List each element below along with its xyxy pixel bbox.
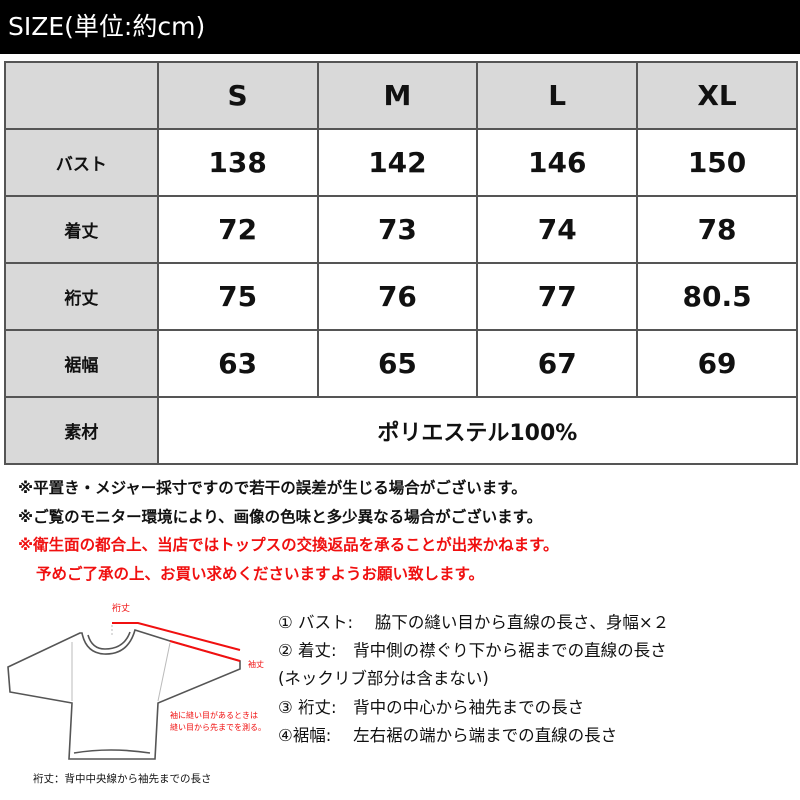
size-table: S M L XL バスト 138 142 146 150 着丈 72 73 74… [4,61,799,465]
legend-item: ③ 裄丈: 背中の中心から袖先までの長さ [278,697,585,717]
label-sode: 袖丈 [248,659,264,669]
cell: 77 [476,262,639,331]
cell: 63 [156,329,319,398]
cell: 69 [636,329,798,398]
row-label: バスト [4,128,159,197]
cell: 146 [476,128,639,197]
row-label: 素材 [4,396,159,465]
collar [87,631,131,650]
cell: 67 [476,329,639,398]
diagram-note: 袖に縫い目があるときは [170,710,258,720]
diagram-caption: 裄丈：背中中央線から袖先までの長さ [33,773,212,785]
note-warning: ※衛生面の都合上、当店ではトップスの交換返品を承ることが出来かねます。 [18,536,559,554]
cell: 142 [316,128,479,197]
row-label: 着丈 [4,195,159,264]
notes: ※平置き・メジャー採寸ですので若干の誤差が生じる場合がございます。 ※ご覧のモニ… [18,474,559,588]
cell: 72 [156,195,319,264]
table-row: バスト 138 142 146 150 [4,128,798,197]
corner-cell [4,61,159,130]
size-header: L [476,61,639,130]
legend-item: ② 着丈: 背中側の襟ぐり下から裾までの直線の長さ [278,641,667,661]
material-row: 素材 ポリエステル100% [4,396,799,465]
cell: 76 [316,262,479,331]
cell: 80.5 [636,262,798,331]
row-label: 裾幅 [4,329,159,398]
yuki-measure-line [112,622,241,651]
diagram-note: 縫い目から先までを測る。 [170,722,266,732]
size-title: SIZE(単位:約cm) [0,0,800,54]
legend-item: (ネックリブ部分は含まない) [278,669,489,689]
table-row: 裾幅 63 65 67 69 [4,329,798,398]
size-header: XL [636,61,798,130]
note: ※平置き・メジャー採寸ですので若干の誤差が生じる場合がございます。 [18,479,527,497]
measurement-legend: ① バスト: 脇下の縫い目から直線の長さ、身幅×２ ② 着丈: 背中側の襟ぐり下… [278,609,669,750]
cell: 138 [156,128,319,197]
note-warning: 予めご了承の上、お買い求めくださいますようお願い致します。 [36,564,484,583]
sode-measure-line [169,640,241,662]
sweater-diagram: 裄丈 袖丈 袖に縫い目があるときは 縫い目から先までを測る。 [7,602,266,760]
cell: 65 [316,329,479,398]
cell: 75 [156,262,319,331]
cell: 150 [636,128,798,197]
size-header: S [156,61,319,130]
hem-line [73,749,151,754]
table-row: 裄丈 75 76 77 80.5 [4,262,798,331]
table-header-row: S M L XL [4,61,798,130]
material-value: ポリエステル100% [156,396,799,465]
cell: 74 [476,195,639,264]
legend-item: ④裾幅: 左右裾の端から端までの直線の長さ [278,725,618,745]
row-label: 裄丈 [4,262,159,331]
cell: 78 [636,195,798,264]
cell: 73 [316,195,479,264]
size-header: M [316,61,479,130]
note: ※ご覧のモニター環境により、画像の色味と多少異なる場合がございます。 [18,507,543,526]
label-yuki: 裄丈 [112,602,130,614]
sweater-outline [7,628,241,760]
legend-item: ① バスト: 脇下の縫い目から直線の長さ、身幅×２ [278,613,670,632]
table-row: 着丈 72 73 74 78 [4,195,798,264]
